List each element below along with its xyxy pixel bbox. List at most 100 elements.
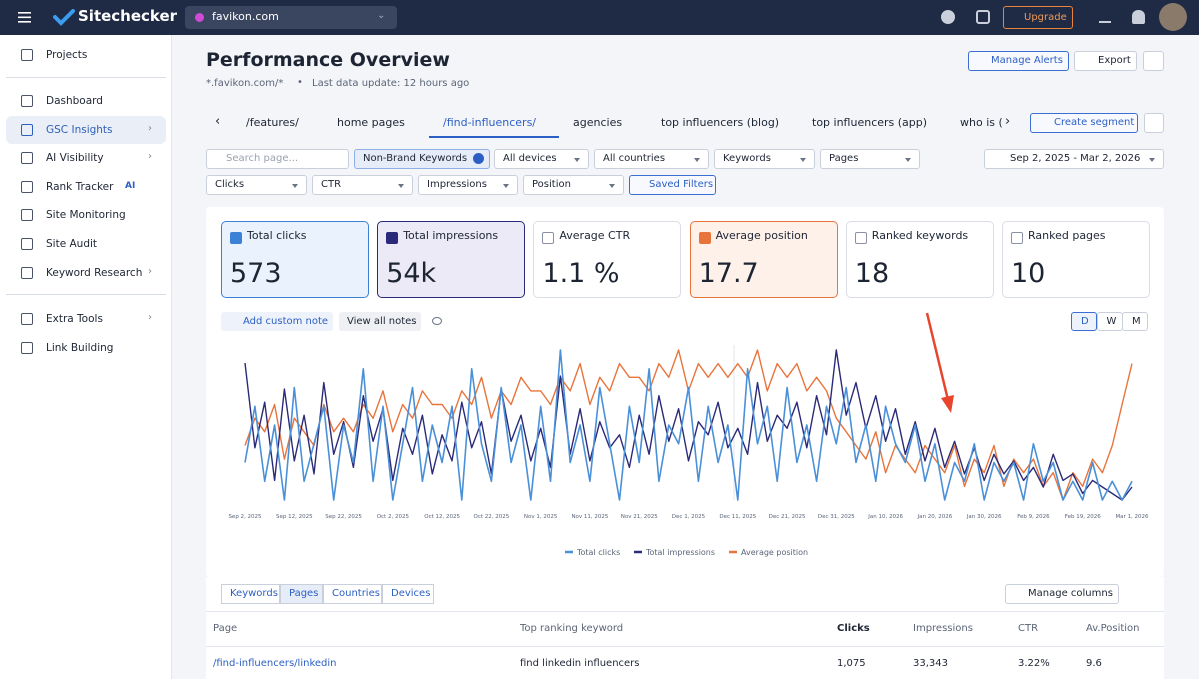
menu-icon[interactable] [18,12,31,23]
column-header[interactable]: Clicks [837,623,870,634]
divider [206,646,1164,647]
segment-tab[interactable]: /find-influencers/ [443,116,537,129]
update-info: Last data update: 12 hours ago [312,78,470,89]
bell-icon[interactable] [1132,10,1145,24]
scope[interactable]: *.favikon.com/* [206,78,284,89]
segment-tab[interactable]: /features/ [246,116,299,129]
eye-icon[interactable] [432,317,442,325]
metric-value: 1.1 % [542,258,620,289]
table-cell: 9.6 [1086,658,1102,669]
table-tab[interactable]: Keywords [221,584,280,604]
ai-badge: AI [125,181,136,191]
metric-select[interactable]: Clicks [206,175,307,195]
column-header[interactable]: Page [213,623,238,634]
chevron: › [148,266,152,277]
manage-alerts-button[interactable]: Manage Alerts [968,51,1069,71]
domain-select[interactable]: favikon.com ⌄ [185,6,397,29]
metric-value: 573 [230,258,282,289]
metric-select[interactable]: Impressions [418,175,518,195]
segment-tab[interactable]: top influencers (app) [812,116,928,129]
granularity-option[interactable]: W [1096,312,1123,331]
search-page[interactable]: Search page... [206,149,349,169]
checkbox [230,232,242,244]
domain-icon [195,13,204,22]
page-title: Performance Overview [206,49,450,71]
export-button[interactable]: Export [1074,51,1137,71]
top-bar: Sitechecker favikon.com ⌄ Upgrade [0,0,1199,35]
sidebar-icon [21,181,33,193]
metric-label: Average position [715,229,808,242]
granularity-option[interactable]: D [1071,312,1097,331]
metric-card[interactable]: Total clicks 573 [221,221,369,298]
sidebar-item[interactable]: Keyword Research [46,267,143,279]
saved-filters[interactable]: Saved Filters [629,175,716,195]
sidebar-item[interactable]: Site Monitoring [46,209,126,221]
table-tab[interactable]: Pages [280,584,323,604]
metric-card[interactable]: Total impressions 54k [377,221,526,298]
add-user-icon[interactable] [976,10,990,24]
metric-card[interactable]: Average position 17.7 [689,221,838,298]
active-underline [429,136,559,138]
manage-columns-button[interactable]: Manage columns [1005,584,1119,604]
sidebar-item[interactable]: Site Audit [46,238,98,250]
sidebar-icon [21,209,33,221]
table-tab[interactable]: Devices [382,584,434,604]
metric-card[interactable]: Ranked pages 10 [1002,221,1150,298]
chevron: › [148,312,152,323]
tabs-prev[interactable]: ‹ [215,114,221,129]
filter-devices[interactable]: All devices [494,149,589,169]
metric-label: Ranked pages [1028,229,1106,242]
metric-label: Total clicks [247,229,307,242]
granularity-option[interactable]: M [1122,312,1148,331]
sidebar-icon [21,313,33,325]
sidebar-icon [21,124,33,136]
clear-filter[interactable] [473,153,484,164]
avatar[interactable] [1159,3,1187,31]
column-header[interactable]: CTR [1018,623,1039,634]
sidebar-icon [21,342,33,354]
metric-select[interactable]: Position [523,175,624,195]
help-icon[interactable] [941,10,955,24]
chevron: › [148,151,152,162]
column-header[interactable]: Av.Position [1086,623,1140,634]
sidebar-item[interactable]: Link Building [46,342,114,354]
metric-card[interactable]: Ranked keywords 18 [845,221,994,298]
segment-tab[interactable]: home pages [337,116,405,129]
sidebar-item[interactable]: AI Visibility [46,152,104,164]
create-segment-button[interactable]: Create segment [1030,113,1138,133]
segment-tab[interactable]: top influencers (blog) [661,116,780,129]
column-header[interactable]: Impressions [913,623,973,634]
share-button[interactable] [1143,51,1164,71]
sidebar-item[interactable]: Projects [46,49,88,61]
upgrade-button[interactable]: Upgrade [1003,6,1073,29]
filter-pages[interactable]: Pages [820,149,920,169]
sidebar-icon [21,267,33,279]
filter-countries[interactable]: All countries [594,149,709,169]
brand: Sitechecker [78,7,178,25]
filter-keywords[interactable]: Keywords [714,149,815,169]
tabs-next[interactable]: › [1005,114,1011,129]
metric-select[interactable]: CTR [312,175,413,195]
table-cell[interactable]: /find-influencers/linkedin [213,658,337,669]
filter-brand[interactable]: Non-Brand Keywords [354,149,490,169]
column-header[interactable]: Top ranking keyword [520,623,624,634]
sidebar-item[interactable]: Extra Tools [46,313,103,325]
checkbox [854,232,867,244]
view-notes-button[interactable]: View all notes [339,312,421,331]
logo-icon [53,9,75,26]
sidebar-item[interactable]: Dashboard [46,95,103,107]
checkbox [698,232,711,244]
add-note-button[interactable]: Add custom note [221,312,333,331]
sidebar-item[interactable]: Rank Tracker [46,181,114,193]
download-icon[interactable] [1099,11,1111,23]
table-cell: 3.22% [1018,658,1050,669]
metric-value: 54k [386,258,437,289]
segment-tab[interactable]: who is ( [960,116,1003,129]
divider [206,611,1164,612]
segment-settings[interactable] [1144,113,1164,133]
metric-card[interactable]: Average CTR 1.1 % [533,221,682,298]
segment-tab[interactable]: agencies [573,116,623,129]
date-range[interactable]: Sep 2, 2025 - Mar 2, 2026 [984,149,1164,169]
table-tab[interactable]: Countries [323,584,382,604]
